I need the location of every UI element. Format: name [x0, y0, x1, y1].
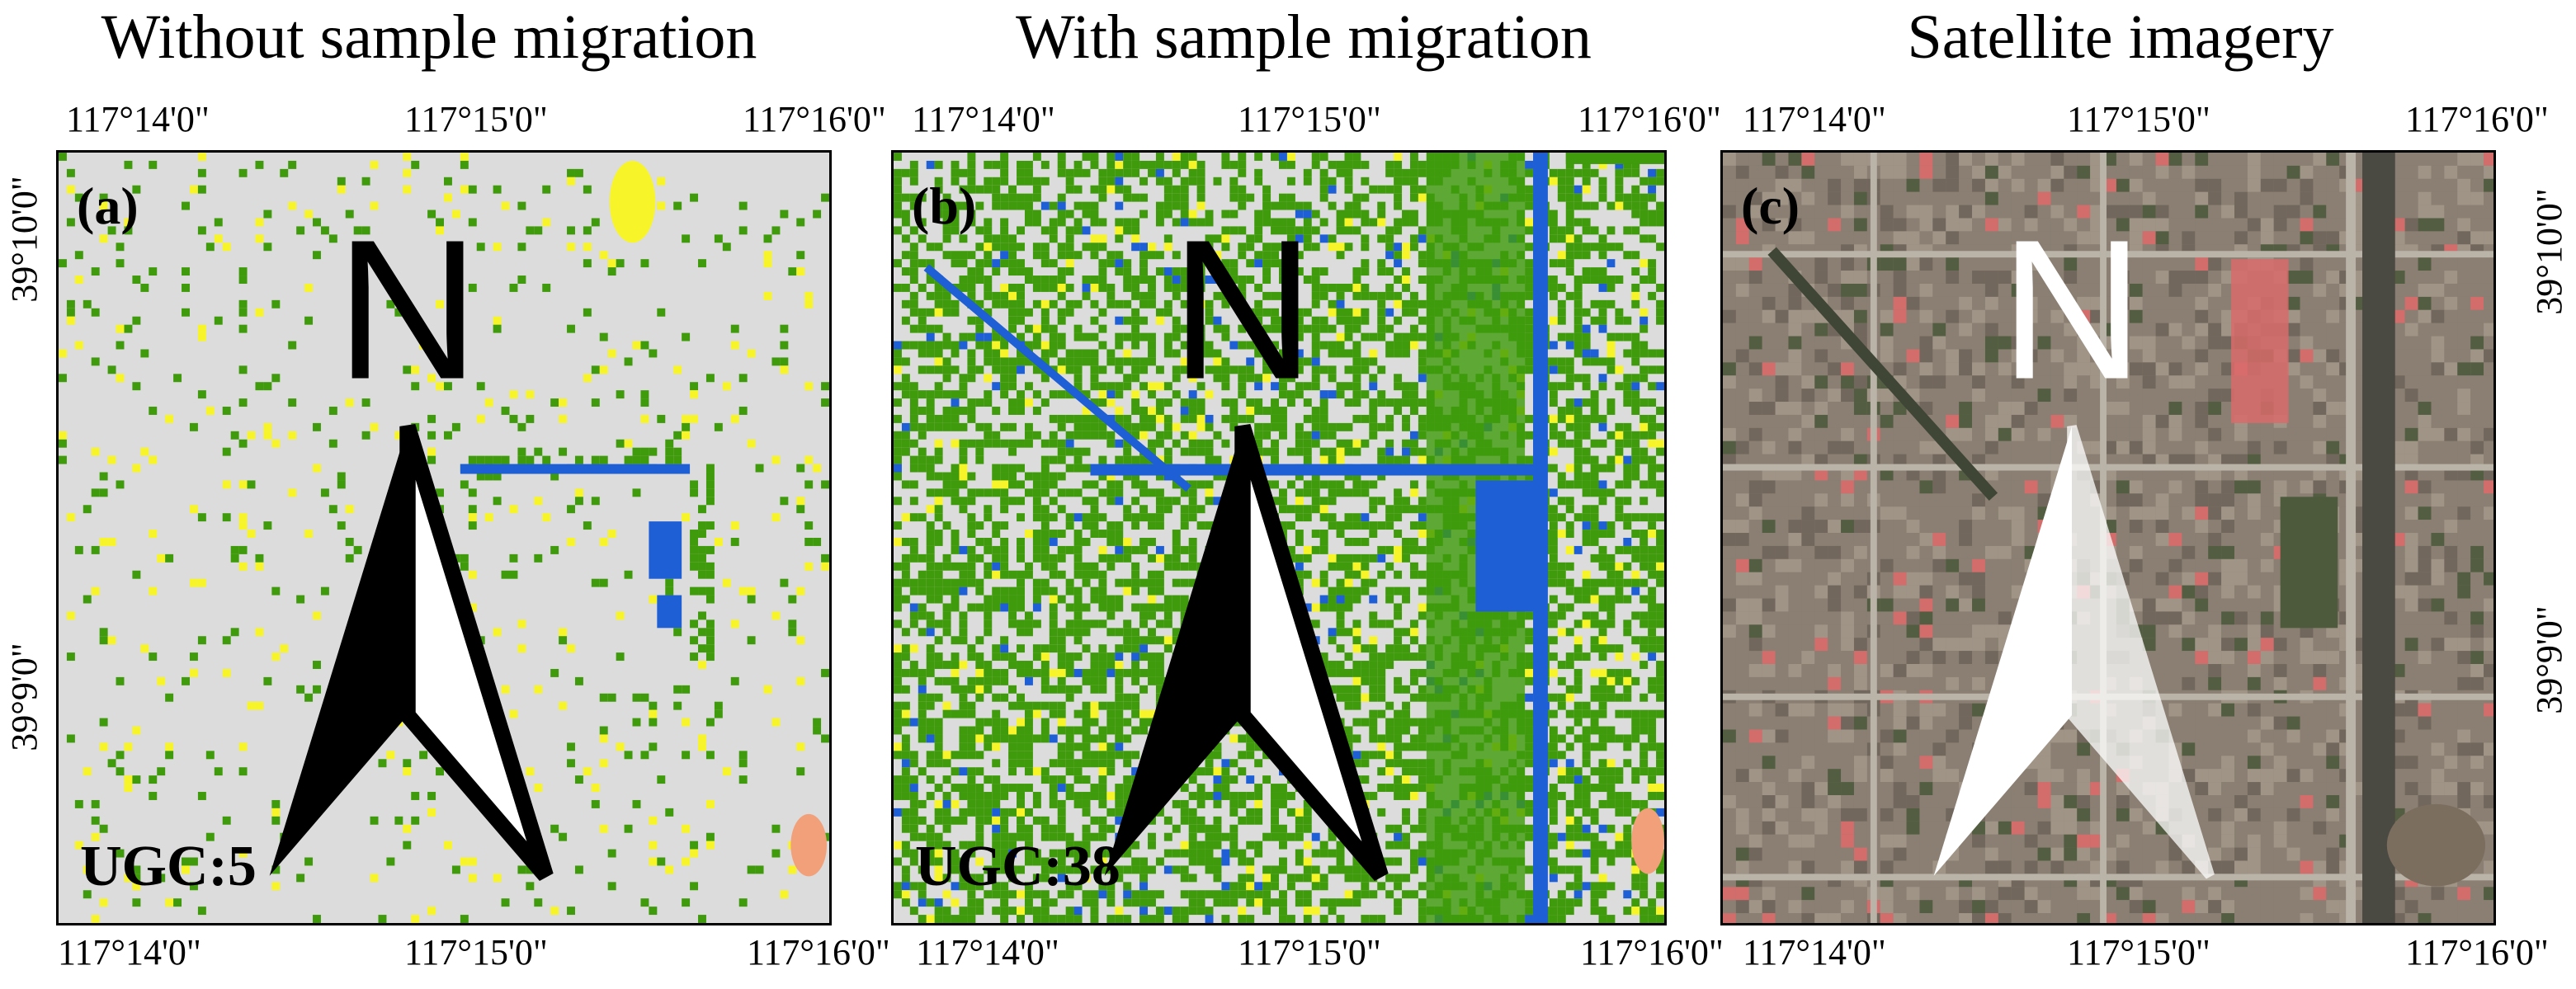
north-label: N	[2000, 200, 2144, 422]
north-label: N	[336, 200, 479, 422]
north-arrow-icon: N	[1933, 200, 2215, 879]
bottom-lon-tick-c-1: 117°14'0"	[1743, 932, 1886, 973]
panel-b-ugc: UGC:38	[915, 835, 1121, 898]
satellite-image	[1723, 153, 2493, 923]
panel-c-label: (c)	[1741, 177, 1800, 235]
top-lon-tick-b-3: 117°16'0"	[1578, 99, 1721, 139]
top-lon-tick-a-2: 117°15'0"	[404, 99, 548, 139]
map-panel-b: (b) UGC:38 N	[891, 150, 1667, 925]
panel-c-title: Satellite imagery	[1907, 2, 2334, 72]
panel-a-title: Without sample migration	[101, 2, 757, 72]
panel-a-label: (a)	[77, 177, 139, 235]
north-label: N	[1171, 200, 1314, 422]
left-lat-tick-1: 39°10'0"	[4, 176, 45, 303]
north-arrow-icon: N	[269, 200, 554, 882]
top-lon-tick-c-1: 117°14'0"	[1743, 99, 1886, 139]
bottom-lon-tick-b-1: 117°14'0"	[916, 932, 1059, 973]
panel-a-ugc: UGC:5	[80, 835, 257, 898]
north-arrow-icon: N	[1104, 200, 1389, 882]
top-lon-tick-a-1: 117°14'0"	[66, 99, 210, 139]
bottom-lon-tick-a-2: 117°15'0"	[404, 932, 548, 973]
right-lat-tick-1: 39°10'0"	[2529, 188, 2569, 315]
bottom-lon-tick-a-3: 117°16'0"	[747, 932, 890, 973]
panel-b-title: With sample migration	[1016, 2, 1592, 72]
bottom-lon-tick-b-2: 117°15'0"	[1238, 932, 1381, 973]
panel-b-label: (b)	[912, 177, 977, 235]
bottom-lon-tick-a-1: 117°14'0"	[58, 932, 201, 973]
bottom-lon-tick-b-3: 117°16'0"	[1580, 932, 1724, 973]
left-lat-tick-2: 39°9'0"	[4, 643, 45, 751]
bottom-lon-tick-c-3: 117°16'0"	[2405, 932, 2549, 973]
map-panel-c: (c) N	[1720, 150, 2496, 925]
bottom-lon-tick-c-2: 117°15'0"	[2067, 932, 2210, 973]
top-lon-tick-b-1: 117°14'0"	[912, 99, 1055, 139]
top-lon-tick-a-3: 117°16'0"	[743, 99, 886, 139]
top-lon-tick-c-2: 117°15'0"	[2067, 99, 2210, 139]
top-lon-tick-b-2: 117°15'0"	[1238, 99, 1381, 139]
top-lon-tick-c-3: 117°16'0"	[2405, 99, 2549, 139]
map-panel-a: (a) UGC:5 N	[56, 150, 832, 925]
right-lat-tick-2: 39°9'0"	[2529, 605, 2569, 714]
